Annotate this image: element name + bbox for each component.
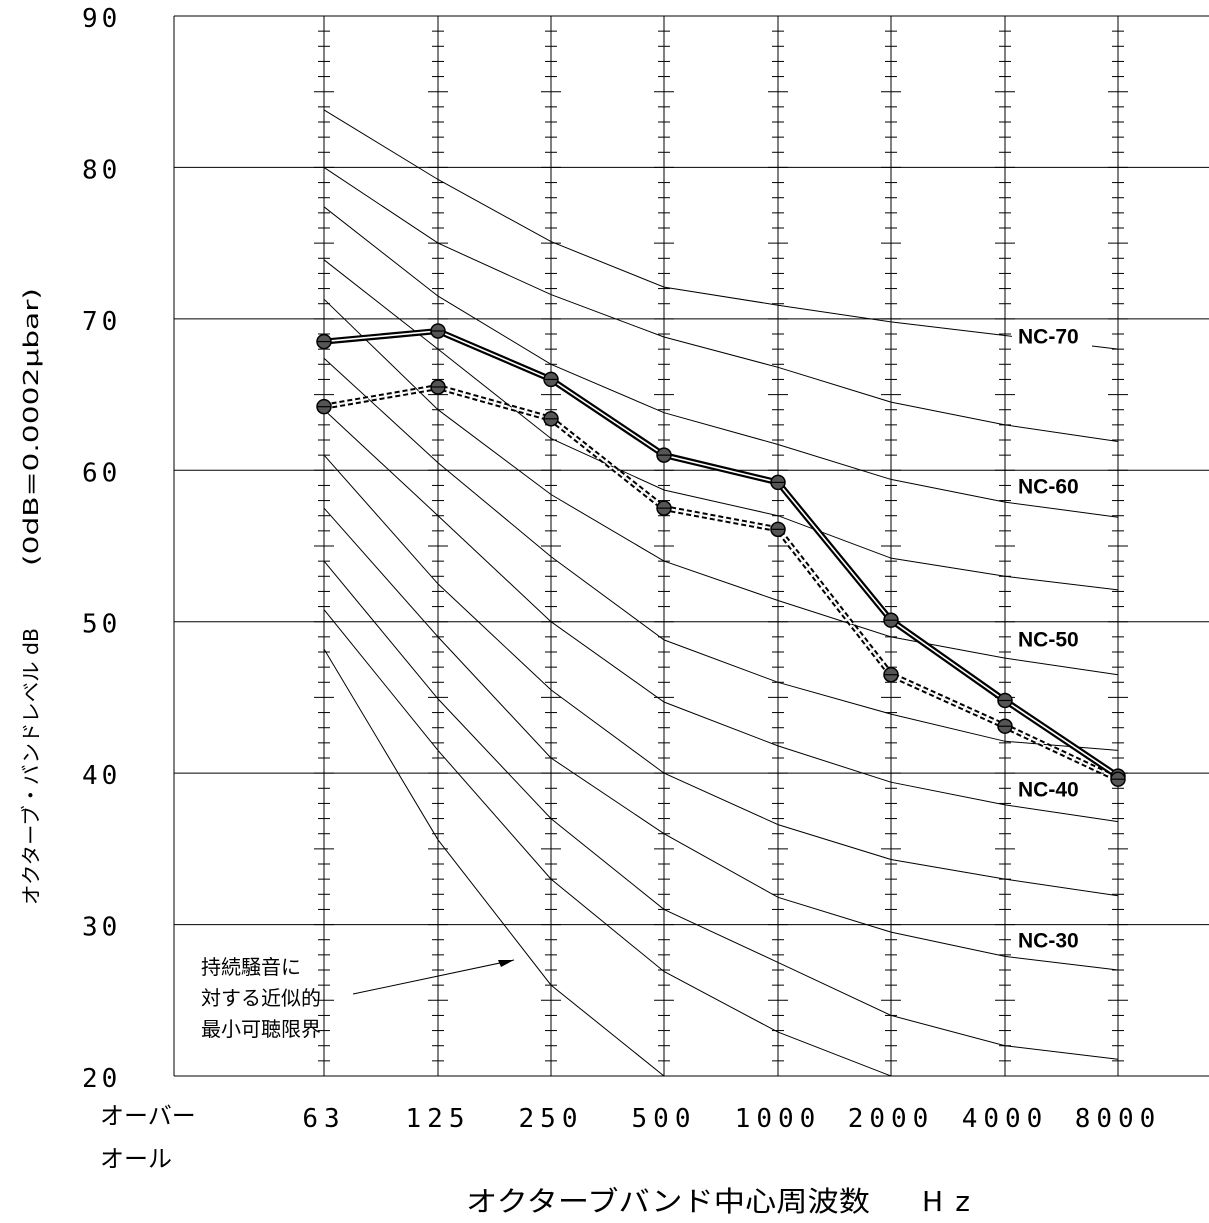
overall-label-1: オール [100, 1145, 172, 1173]
measured-series [316, 323, 1126, 787]
x-tick-label-2000: 2000 [848, 1104, 935, 1134]
nc-label-NC-50: NC-50 [1012, 624, 1092, 653]
x-tick-label-125: 125 [406, 1104, 471, 1134]
overall-label-0: オーバー [100, 1102, 196, 1130]
nc-curve-11 [323, 648, 665, 1077]
x-tick-label-1000: 1000 [735, 1104, 822, 1134]
hearing-threshold-note: 持続騒音に 対する近似的 最小可聴限界 [201, 955, 515, 1041]
note-line-2: 対する近似的 [201, 986, 321, 1010]
nc-curve-6 [323, 409, 1119, 823]
x-tick-label-8000: 8000 [1075, 1104, 1162, 1134]
nc-curve-7 [323, 454, 1119, 897]
y-axis-reference: (0dB=0.0002μbar) [19, 288, 43, 566]
x-tick-label-4000: 4000 [962, 1104, 1049, 1134]
tick-column-1000 [768, 16, 788, 1076]
nc-curve-0 [323, 109, 1119, 350]
tick-column-500 [654, 16, 674, 1076]
y-tick-label-40: 40 [82, 761, 121, 791]
tick-column-125 [428, 16, 448, 1076]
nc-label-text: NC-30 [1018, 930, 1079, 953]
note-arrow-line [352, 959, 515, 995]
x-axis-unit: Hz [922, 1185, 970, 1218]
axis-labels: 20 30 40 50 60 70 80 90 63 125 250 500 1000 2000 4000 8… [82, 4, 1162, 1173]
x-axis-title: オクターブバンド中心周波数 [466, 1185, 870, 1218]
nc-label-text: NC-40 [1018, 778, 1079, 801]
nc-label-text: NC-70 [1018, 326, 1079, 349]
series-1 [316, 379, 1126, 787]
y-tick-label-60: 60 [82, 458, 121, 488]
tick-column-8000 [1108, 16, 1128, 1076]
x-tick-label-500: 500 [632, 1104, 697, 1134]
y-tick-label-30: 30 [82, 913, 121, 943]
nc-label-bg [1012, 925, 1092, 954]
tick-column-250 [541, 16, 561, 1076]
series-line-outer [323, 327, 1120, 779]
y-tick-label-70: 70 [82, 307, 121, 337]
series-line-inner [323, 330, 1119, 777]
tick-column-2000 [881, 16, 901, 1076]
nc-label-NC-40: NC-40 [1012, 774, 1092, 803]
nc-curve-9 [323, 560, 1119, 1060]
nc-label-text: NC-60 [1018, 475, 1079, 498]
tick-column-63 [314, 16, 334, 1076]
frequency-tick-columns [314, 16, 1128, 1076]
x-tick-label-250: 250 [519, 1104, 584, 1134]
nc-curve-labels: NC-70 NC-60 NC-50 NC-40 NC-30 [1012, 321, 1092, 954]
series-line-outer [323, 383, 1120, 782]
nc-label-bg [1012, 774, 1092, 803]
y-axis-title: オクターブ・バンドレベル dB [19, 628, 43, 905]
note-line-1: 持続騒音に [201, 955, 301, 979]
nc-label-NC-30: NC-30 [1012, 925, 1092, 954]
nc-curve-1 [323, 166, 1119, 442]
nc-curve-4 [323, 298, 1119, 676]
nc-label-text: NC-50 [1018, 628, 1079, 651]
nc-curve-2 [323, 206, 1119, 518]
series-line-inner [323, 385, 1119, 781]
series-0 [316, 323, 1126, 784]
note-arrow-head [498, 960, 514, 967]
nc-label-NC-60: NC-60 [1012, 471, 1092, 500]
nc-curve-3 [323, 259, 1119, 591]
note-line-3: 最小可聴限界 [201, 1017, 321, 1041]
y-tick-label-80: 80 [82, 155, 121, 185]
nc-label-bg [1012, 624, 1092, 653]
nc-curves [323, 109, 1119, 1077]
y-tick-label-90: 90 [82, 4, 121, 34]
tick-column-4000 [995, 16, 1015, 1076]
y-tick-label-50: 50 [82, 610, 121, 640]
nc-curve-5 [323, 357, 1119, 751]
nc-label-bg [1012, 321, 1092, 350]
nc-curve-8 [323, 507, 1119, 971]
axis-titles: オクターブバンド中心周波数 Hz オクターブ・バンドレベル dB (0dB=0.… [19, 288, 970, 1218]
x-tick-label-63: 63 [302, 1104, 345, 1134]
nc-curve-10 [323, 609, 892, 1077]
y-tick-label-20: 20 [82, 1064, 121, 1094]
nc-label-NC-70: NC-70 [1012, 321, 1092, 350]
nc-label-bg [1012, 471, 1092, 500]
grid [173, 15, 1209, 1077]
